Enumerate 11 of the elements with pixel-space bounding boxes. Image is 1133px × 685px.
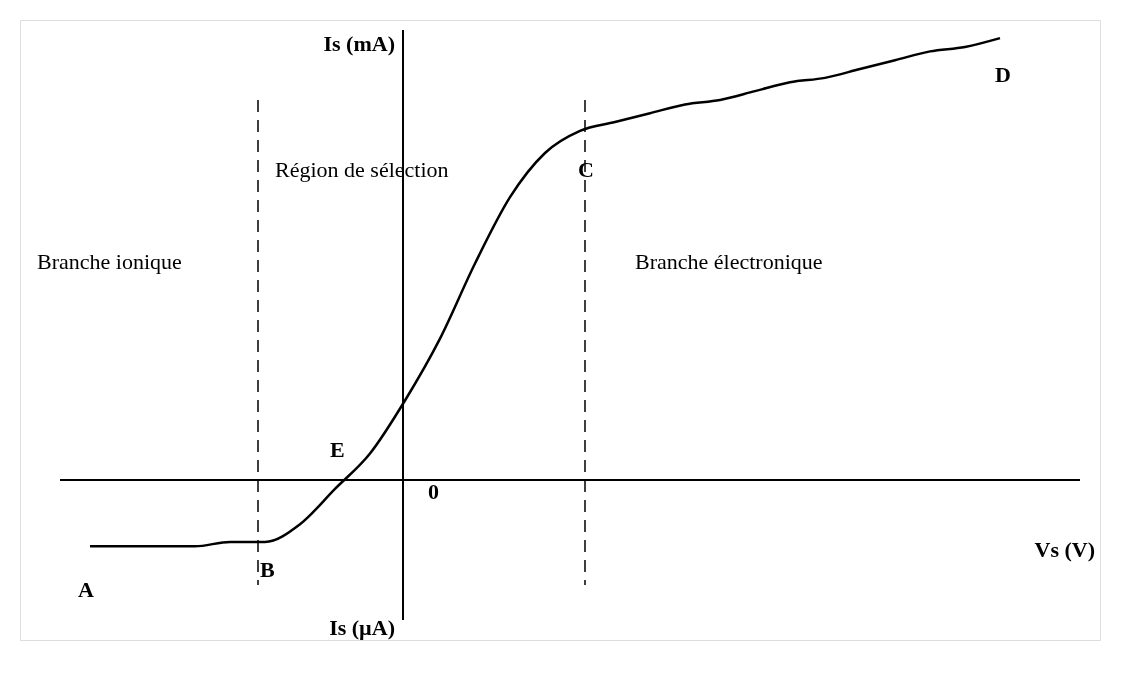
text: A [78,577,94,602]
y-axis-title: Is (mA) [323,31,395,56]
annotation: 0 [428,479,439,504]
annotation: E [330,437,345,462]
x-axis-title: Vs (V) [1034,537,1095,562]
annotation: C [578,157,594,182]
annotation: Branche ionique [37,249,182,274]
annotation: D [995,62,1011,87]
annotation: Branche électronique [635,249,823,274]
text: B [260,557,275,582]
text: Is (µA) [329,615,395,640]
